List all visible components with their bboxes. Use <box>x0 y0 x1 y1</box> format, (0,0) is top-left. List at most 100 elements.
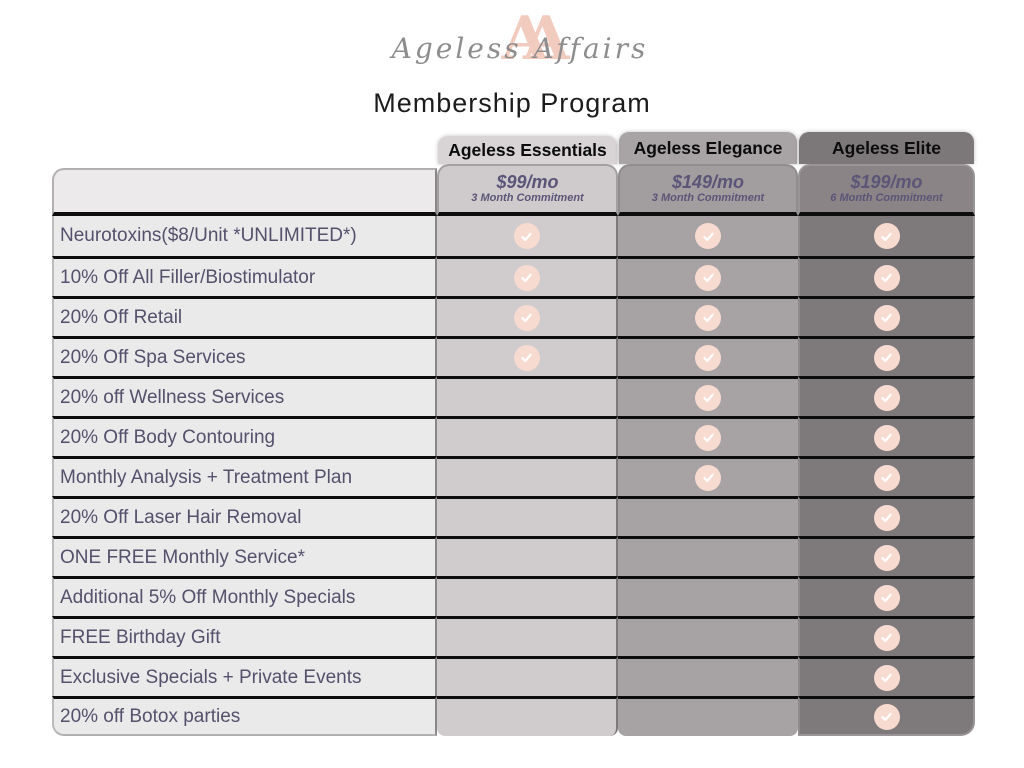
tier-tab-elegance: Ageless Elegance <box>619 132 797 164</box>
empty-header-cell <box>52 168 437 216</box>
page-title: Membership Program <box>373 88 651 118</box>
benefit-cell-tier-1 <box>437 456 618 496</box>
benefit-cell-tier-3 <box>798 496 975 536</box>
check-icon <box>695 344 721 371</box>
benefit-cell-tier-1 <box>437 536 618 576</box>
check-icon <box>513 264 540 291</box>
benefit-cell-tier-3 <box>798 456 975 496</box>
benefit-cell-tier-3 <box>798 696 975 736</box>
check-icon <box>873 424 900 451</box>
benefit-cell-tier-1 <box>437 376 618 416</box>
benefit-cell-tier-3 <box>798 216 975 256</box>
benefit-cell-tier-2 <box>618 256 798 296</box>
check-icon <box>873 624 900 651</box>
benefit-cell-tier-3 <box>798 536 975 576</box>
benefit-label: 20% Off Retail <box>52 296 437 336</box>
benefit-cell-tier-2 <box>618 296 798 336</box>
tier-commitment: 3 Month Commitment <box>651 192 765 204</box>
benefit-cell-tier-2 <box>618 536 798 576</box>
tier-tab-essentials: Ageless Essentials <box>438 136 617 164</box>
check-icon <box>873 544 900 571</box>
tier-price: $149/mo <box>671 172 745 192</box>
tier-name: Ageless Elite <box>832 137 941 158</box>
tier-tab-elite: Ageless Elite <box>799 132 974 164</box>
benefit-label: Exclusive Specials + Private Events <box>52 656 437 696</box>
check-icon <box>695 304 721 331</box>
benefit-label: Monthly Analysis + Treatment Plan <box>52 456 437 496</box>
benefit-cell-tier-1 <box>437 696 618 736</box>
check-icon <box>873 344 900 371</box>
benefit-label: 20% Off Spa Services <box>52 336 437 376</box>
benefit-cell-tier-3 <box>798 376 975 416</box>
benefit-label: 20% Off Body Contouring <box>52 416 437 456</box>
benefit-cell-tier-3 <box>798 296 975 336</box>
benefit-cell-tier-2 <box>618 656 798 696</box>
benefit-cell-tier-1 <box>437 216 618 256</box>
benefit-cell-tier-2 <box>618 216 798 256</box>
check-icon <box>513 304 540 331</box>
check-icon <box>513 223 540 249</box>
benefit-cell-tier-1 <box>437 336 618 376</box>
brand-logo: AA Ageless Affairs <box>0 6 1024 86</box>
benefit-cell-tier-2 <box>618 416 798 456</box>
check-icon <box>695 384 721 411</box>
tab-spacer <box>52 132 437 164</box>
benefit-cell-tier-1 <box>437 496 618 536</box>
benefit-cell-tier-3 <box>798 656 975 696</box>
check-icon <box>695 223 721 249</box>
check-icon <box>873 703 900 730</box>
benefit-cell-tier-2 <box>618 496 798 536</box>
benefit-label: 20% Off Laser Hair Removal <box>52 496 437 536</box>
benefit-cell-tier-3 <box>798 256 975 296</box>
tier-price-elegance: $149/mo 3 Month Commitment <box>618 164 798 216</box>
benefit-cell-tier-1 <box>437 256 618 296</box>
benefit-label: 20% off Wellness Services <box>52 376 437 416</box>
check-icon <box>873 304 900 331</box>
benefit-label: Neurotoxins($8/Unit *UNLIMITED*) <box>52 216 437 256</box>
check-icon <box>873 464 900 491</box>
benefit-label: 20% off Botox parties <box>52 696 437 736</box>
tier-commitment: 6 Month Commitment <box>830 192 943 204</box>
benefit-cell-tier-3 <box>798 616 975 656</box>
benefit-label: 10% Off All Filler/Biostimulator <box>52 256 437 296</box>
benefit-cell-tier-2 <box>618 456 798 496</box>
check-icon <box>873 264 900 291</box>
tier-price-elite: $199/mo 6 Month Commitment <box>798 164 975 216</box>
benefit-cell-tier-1 <box>437 576 618 616</box>
benefit-cell-tier-2 <box>618 576 798 616</box>
membership-comparison-table: Ageless Essentials Ageless Elegance Agel… <box>52 132 975 736</box>
benefits-grid: $99/mo 3 Month Commitment $149/mo 3 Mont… <box>52 164 975 736</box>
check-icon <box>695 424 721 451</box>
benefit-label: Additional 5% Off Monthly Specials <box>52 576 437 616</box>
tier-price-essentials: $99/mo 3 Month Commitment <box>437 164 618 216</box>
benefit-cell-tier-2 <box>618 696 798 736</box>
check-icon <box>513 344 540 371</box>
check-icon <box>873 664 900 691</box>
benefit-cell-tier-3 <box>798 416 975 456</box>
check-icon <box>873 223 900 249</box>
tier-name: Ageless Essentials <box>448 139 607 160</box>
tier-price: $99/mo <box>496 172 559 192</box>
benefit-label: FREE Birthday Gift <box>52 616 437 656</box>
benefit-cell-tier-2 <box>618 616 798 656</box>
benefit-cell-tier-1 <box>437 616 618 656</box>
benefit-cell-tier-1 <box>437 416 618 456</box>
benefit-cell-tier-2 <box>618 376 798 416</box>
check-icon <box>873 584 900 611</box>
benefit-cell-tier-2 <box>618 336 798 376</box>
benefit-cell-tier-1 <box>437 656 618 696</box>
check-icon <box>873 504 900 531</box>
benefit-label: ONE FREE Monthly Service* <box>52 536 437 576</box>
check-icon <box>873 384 900 411</box>
brand-script-name: Ageless Affairs <box>391 32 649 65</box>
tier-commitment: 3 Month Commitment <box>471 192 584 204</box>
benefit-cell-tier-3 <box>798 576 975 616</box>
tier-price: $199/mo <box>850 172 923 192</box>
benefit-cell-tier-3 <box>798 336 975 376</box>
tier-name: Ageless Elegance <box>633 137 783 158</box>
tier-tabs-row: Ageless Essentials Ageless Elegance Agel… <box>52 132 975 164</box>
check-icon <box>695 264 721 291</box>
benefit-cell-tier-1 <box>437 296 618 336</box>
check-icon <box>695 464 721 491</box>
